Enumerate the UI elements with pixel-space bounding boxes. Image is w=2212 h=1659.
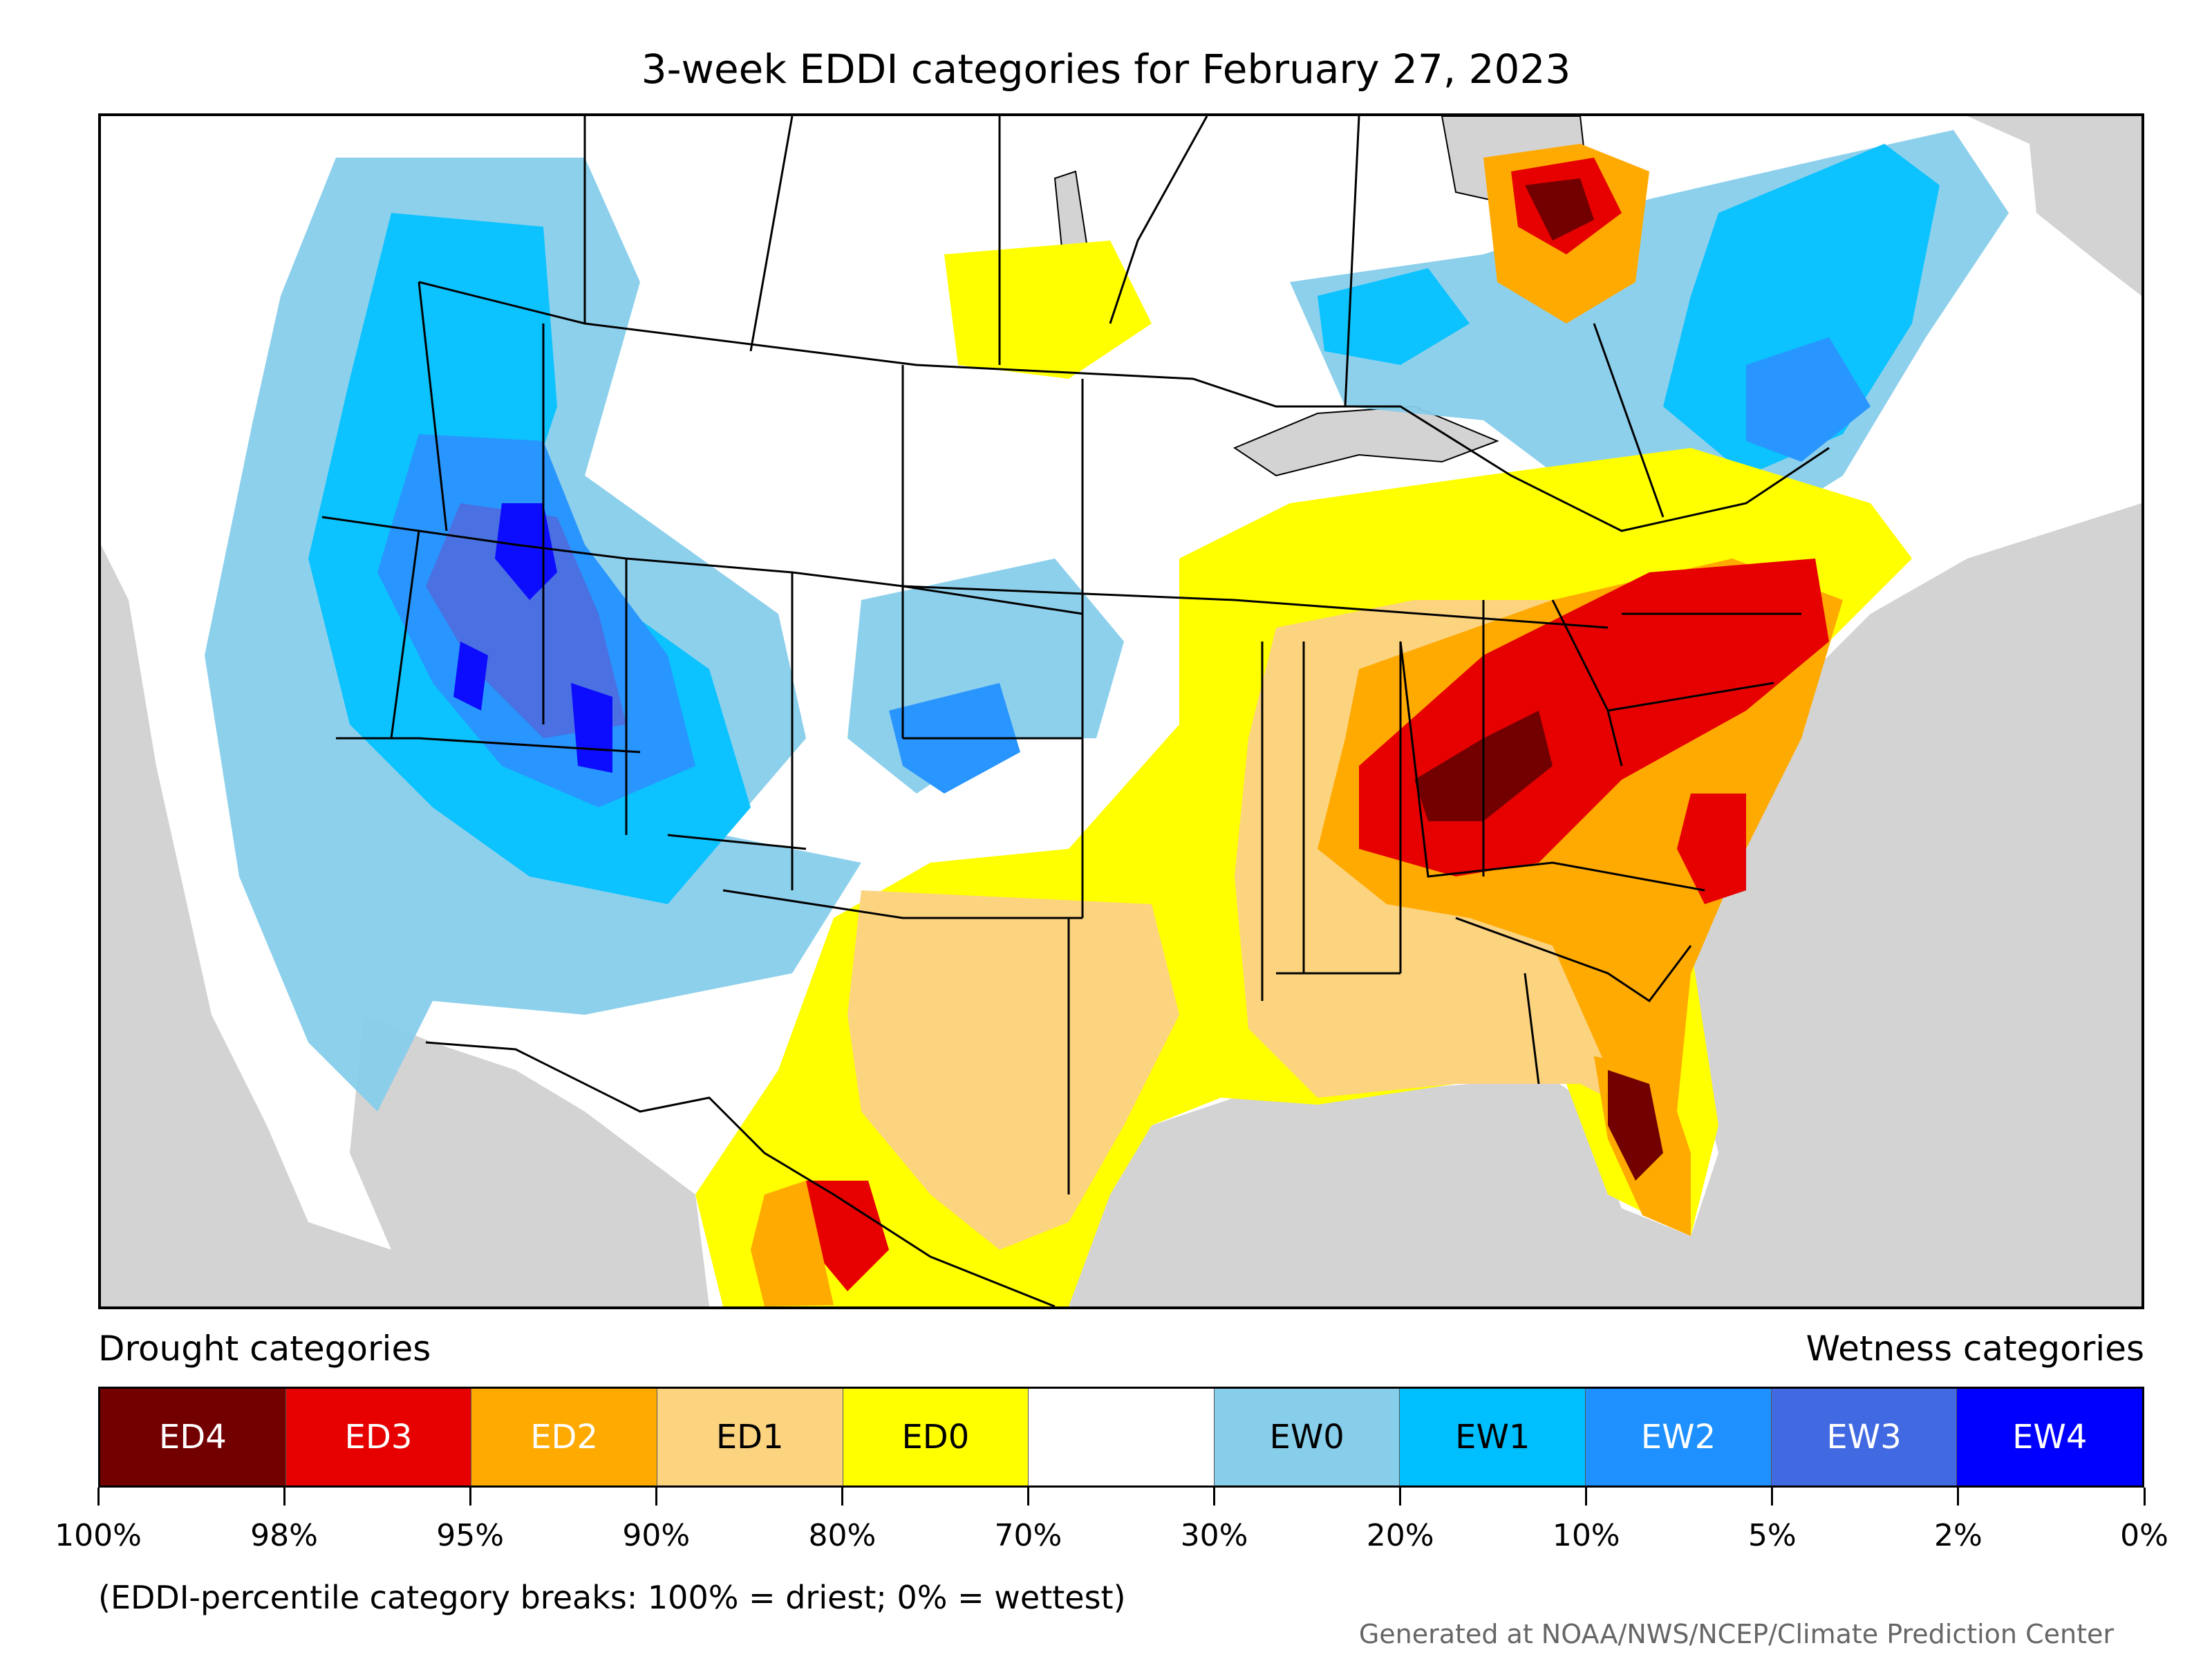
colorbar-tick: [283, 1488, 285, 1506]
state-lines-central: [901, 365, 1609, 1194]
ew2-canada-east: [1746, 337, 1871, 462]
colorbar-segment-ed1: ED1: [657, 1389, 843, 1485]
colorbar-tick-label: 100%: [55, 1518, 142, 1553]
ed3-carolina: [1677, 794, 1746, 904]
colorbar-tick: [841, 1488, 843, 1506]
colorbar-tick-label: 80%: [808, 1518, 877, 1553]
colorbar-segment-neutral: [1029, 1389, 1215, 1485]
colorbar-tick-label: 20%: [1366, 1518, 1434, 1553]
lake-superior: [1232, 405, 1499, 477]
ed3-mexico: [806, 1181, 889, 1291]
colorbar-segment-ew4: EW4: [1957, 1389, 2143, 1485]
drought-categories-heading: Drought categories: [98, 1329, 431, 1369]
wetness-categories-heading: Wetness categories: [1806, 1329, 2144, 1369]
ed1-south: [847, 890, 1179, 1250]
eddi-map: [98, 113, 2144, 1309]
ew1-quebec-west: [1318, 268, 1470, 365]
colorbar-segment-ed0: ED0: [843, 1389, 1029, 1485]
colorbar-tick: [1957, 1488, 1960, 1506]
ed2-mexico: [751, 1181, 834, 1306]
ed0-canada-prairie: [944, 241, 1152, 379]
colorbar-tick: [469, 1488, 471, 1506]
colorbar-tick-label: 90%: [622, 1518, 691, 1553]
us-canada-border: [418, 281, 1830, 532]
ew1-canada-east: [1663, 144, 1940, 476]
colorbar-tick: [1399, 1488, 1402, 1506]
ed4-quebec: [1525, 178, 1594, 241]
colorbar-segment-ed4: ED4: [100, 1389, 286, 1485]
colorbar-tick-label: 2%: [1934, 1518, 1983, 1553]
colorbar-tick: [1213, 1488, 1216, 1506]
colorbar-tick-label: 5%: [1747, 1518, 1797, 1553]
colorbar-tick-label: 30%: [1180, 1518, 1248, 1553]
colorbar-tick-label: 95%: [436, 1518, 505, 1553]
colorbar-tick: [1027, 1488, 1029, 1506]
ew3-west: [426, 503, 626, 738]
colorbar-segment-ed2: ED2: [471, 1389, 657, 1485]
ed4-florida: [1608, 1070, 1663, 1181]
colorbar-tick: [1771, 1488, 1774, 1506]
ew4-west: [453, 503, 612, 773]
colorbar-tick-label: 10%: [1552, 1518, 1620, 1553]
colorbar-segment-ew1: EW1: [1400, 1389, 1586, 1485]
colorbar-tick: [655, 1488, 657, 1506]
colorbar-segment-ew0: EW0: [1214, 1389, 1400, 1485]
state-lines-east: [1399, 599, 1801, 1085]
colorbar-segment-ew2: EW2: [1586, 1389, 1772, 1485]
colorbar-segment-ew3: EW3: [1771, 1389, 1958, 1485]
us-mexico-border: [425, 1041, 1056, 1306]
colorbar-tick-label: 0%: [2120, 1518, 2168, 1553]
map-title: 3-week EDDI categories for February 27, …: [641, 46, 1571, 93]
colorbar-tick: [97, 1488, 100, 1506]
colorbar-tick-label: 70%: [994, 1518, 1062, 1553]
colorbar-ticks: [97, 1488, 2146, 1515]
state-lines-west: [321, 281, 1083, 919]
colorbar-tick-label: 98%: [250, 1518, 318, 1553]
category-note: (EDDI-percentile category breaks: 100% =…: [98, 1579, 1126, 1616]
category-colorbar: ED4 ED3 ED2 ED1 ED0 EW0 EW1 EW2 EW3 EW4: [98, 1387, 2144, 1488]
province-lines: [583, 116, 1665, 518]
colorbar-segment-ed3: ED3: [285, 1389, 472, 1485]
colorbar-tick: [1585, 1488, 1588, 1506]
credit-line: Generated at NOAA/NWS/NCEP/Climate Predi…: [1358, 1619, 2114, 1649]
colorbar-tick: [2143, 1488, 2146, 1506]
